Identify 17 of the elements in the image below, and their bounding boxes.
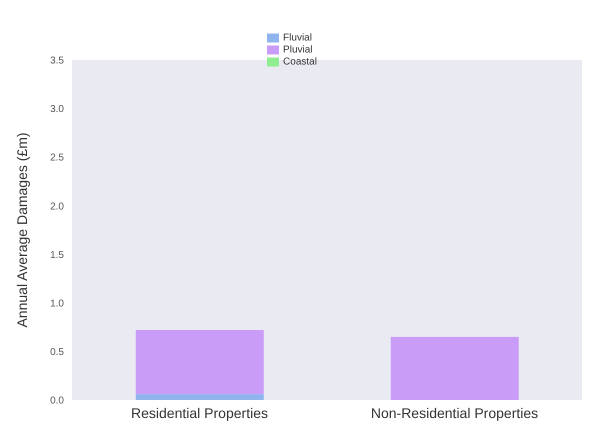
legend-label: Coastal <box>283 56 317 68</box>
y-tick-label: 3.0 <box>50 104 64 116</box>
legend-label: Fluvial <box>283 32 312 44</box>
x-tick-label: Non-Residential Properties <box>370 404 538 421</box>
bar <box>136 394 264 400</box>
y-tick-label: 0.0 <box>50 396 64 407</box>
legend-label: Pluvial <box>283 44 313 56</box>
y-tick-label: 0.5 <box>50 346 64 358</box>
x-tick-label: Residential Properties <box>131 404 268 421</box>
y-tick-label: 1.0 <box>50 298 64 310</box>
y-tick-label: 1.5 <box>50 250 64 261</box>
y-tick-label: 3.5 <box>50 56 64 67</box>
y-axis-title: Annual Average Damages (£m) <box>14 132 30 328</box>
y-tick-label: 2.0 <box>50 201 64 212</box>
y-tick-label: 2.5 <box>50 152 64 164</box>
bar <box>390 336 519 400</box>
bar <box>136 330 264 394</box>
